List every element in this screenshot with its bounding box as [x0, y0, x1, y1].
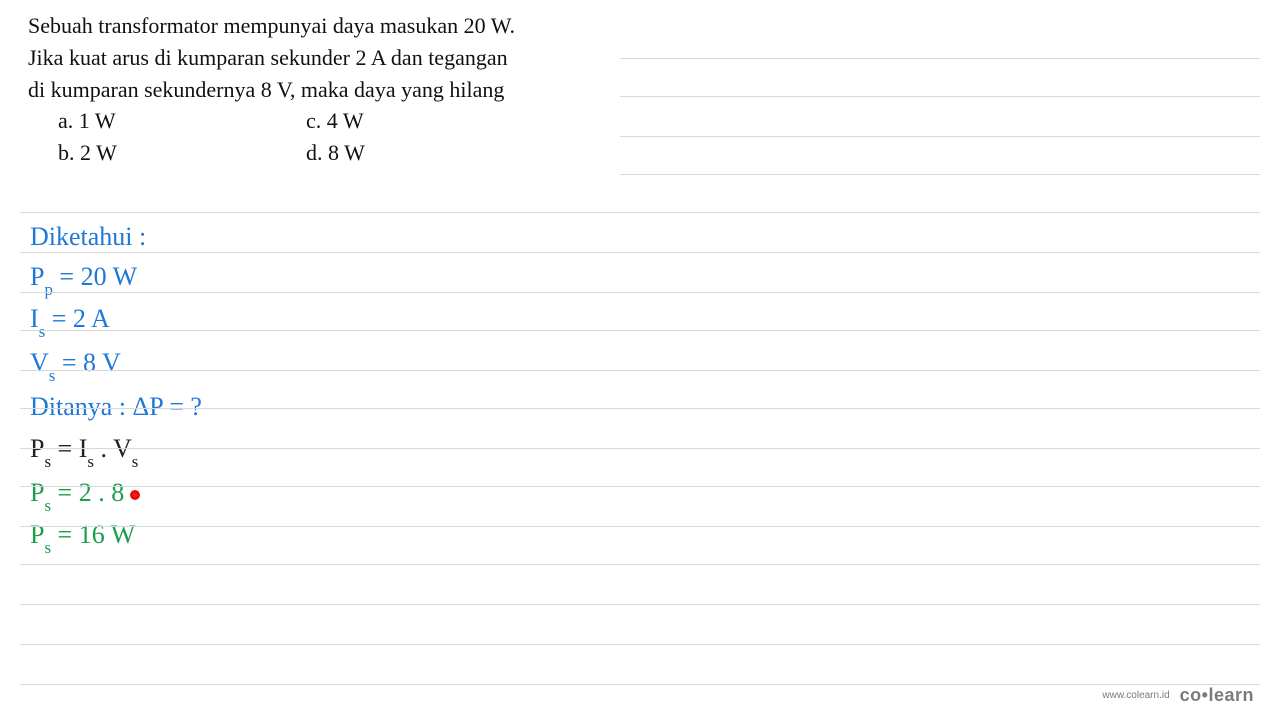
ps1-sub2: s: [87, 452, 94, 471]
vs-eq: = 8 V: [55, 348, 120, 377]
question-text: Sebuah transformator mempunyai daya masu…: [28, 10, 618, 106]
ruled-line: [20, 684, 1260, 685]
option-b: b. 2 W: [58, 140, 306, 166]
ruled-line: [20, 644, 1260, 645]
ruled-line: [20, 448, 1260, 449]
pp-label: P: [30, 262, 44, 291]
ruled-line: [620, 136, 1260, 137]
brand-left: co: [1180, 685, 1202, 705]
vs-line: Vs = 8 V: [30, 350, 121, 381]
brand-right: learn: [1208, 685, 1254, 705]
footer: www.colearn.id co•learn: [1102, 685, 1254, 706]
pp-line: Pp = 20 W: [30, 264, 137, 295]
pp-sub: p: [44, 280, 52, 299]
ruled-line: [20, 408, 1260, 409]
options-block: a. 1 W c. 4 W b. 2 W d. 8 W: [58, 108, 506, 166]
ruled-line: [20, 564, 1260, 565]
known-header: Diketahui :: [30, 224, 146, 250]
ps3-lhs: P: [30, 520, 44, 549]
ruled-line: [20, 526, 1260, 527]
ps2-sub: s: [44, 496, 51, 515]
option-a: a. 1 W: [58, 108, 306, 134]
asked-line: Ditanya : ΔP = ?: [30, 394, 202, 420]
footer-url: www.colearn.id: [1102, 690, 1169, 701]
ruled-line: [20, 330, 1260, 331]
ps3-sub: s: [44, 538, 51, 557]
option-d: d. 8 W: [306, 140, 506, 166]
footer-logo: co•learn: [1180, 685, 1254, 706]
ruled-line: [620, 58, 1260, 59]
ruled-line: [20, 252, 1260, 253]
asked-prefix: Ditanya :: [30, 392, 133, 421]
is-line: Is = 2 A: [30, 306, 110, 337]
is-sub: s: [39, 322, 46, 341]
is-label: I: [30, 304, 39, 333]
ruled-line: [20, 486, 1260, 487]
ps1-sub3: s: [132, 452, 139, 471]
ruled-line: [20, 212, 1260, 213]
ruled-line: [20, 370, 1260, 371]
pointer-red-dot: [130, 490, 140, 500]
ruled-line: [20, 292, 1260, 293]
ruled-line: [620, 96, 1260, 97]
ps2-eq: = 2 . 8: [51, 478, 124, 507]
ruled-line: [620, 174, 1260, 175]
ps-formula-line: Ps = Is . Vs: [30, 436, 138, 467]
pp-eq: = 20 W: [53, 262, 137, 291]
is-eq: = 2 A: [45, 304, 110, 333]
ruled-line: [20, 604, 1260, 605]
question-line3: di kumparan sekundernya 8 V, maka daya y…: [28, 74, 618, 106]
ps3-eq: = 16 W: [51, 520, 135, 549]
vs-label: V: [30, 348, 49, 377]
option-c: c. 4 W: [306, 108, 506, 134]
asked-rest: P = ?: [149, 392, 202, 421]
question-line1: Sebuah transformator mempunyai daya masu…: [28, 10, 618, 42]
delta-symbol: Δ: [133, 394, 150, 420]
ps-calc-line: Ps = 2 . 8: [30, 480, 140, 511]
question-line2: Jika kuat arus di kumparan sekunder 2 A …: [28, 42, 618, 74]
ps1-sub: s: [44, 452, 51, 471]
ps2-lhs: P: [30, 478, 44, 507]
